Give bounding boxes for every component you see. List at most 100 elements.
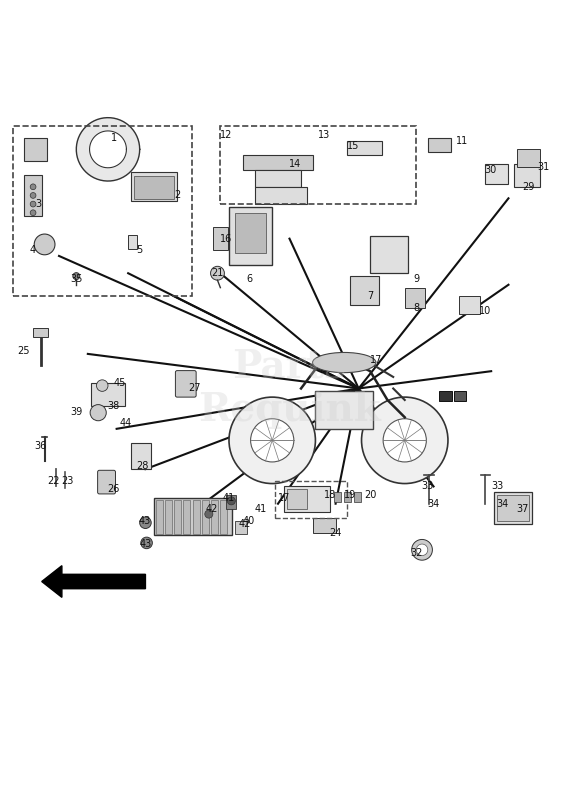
Bar [439,390,452,401]
Text: 29: 29 [522,182,535,192]
Bar [214,227,228,250]
Text: 15: 15 [347,142,359,151]
Circle shape [416,544,428,555]
Circle shape [412,539,433,560]
Polygon shape [76,118,140,181]
Bar [370,236,408,274]
Bar [460,296,479,314]
Circle shape [30,193,36,198]
Text: 40: 40 [243,516,255,526]
Bar [284,486,330,512]
Text: 1: 1 [111,133,117,143]
Text: 30: 30 [484,165,496,174]
Circle shape [73,273,80,279]
Text: 13: 13 [318,130,330,140]
Ellipse shape [313,353,376,373]
Bar [335,492,342,502]
Text: 43: 43 [138,516,151,526]
Bar [221,500,228,534]
Text: 12: 12 [220,130,232,140]
Circle shape [97,380,108,391]
Text: 38: 38 [108,401,120,410]
Circle shape [236,524,244,532]
Circle shape [361,397,448,483]
Bar [316,391,373,429]
Bar [234,521,247,534]
Polygon shape [90,131,126,168]
Circle shape [211,266,225,280]
Bar [24,138,47,161]
Bar [313,518,336,533]
Bar [174,500,181,534]
Bar [255,186,307,204]
Circle shape [34,234,55,254]
Bar [193,500,200,534]
Text: 19: 19 [344,490,356,500]
Bar [202,500,209,534]
FancyBboxPatch shape [175,370,196,397]
Text: 41: 41 [255,505,267,514]
Text: 4: 4 [30,245,36,255]
Text: 35: 35 [70,274,82,284]
Text: 34: 34 [427,498,439,509]
Text: 16: 16 [220,234,232,244]
Circle shape [141,537,152,549]
Text: 17: 17 [277,493,290,503]
Circle shape [383,418,426,462]
Bar [243,155,313,170]
Bar [134,177,174,199]
Bar [131,172,177,202]
Circle shape [229,397,316,483]
Text: 21: 21 [211,268,223,278]
Text: 33: 33 [491,482,503,491]
Text: 31: 31 [537,162,549,172]
Bar [345,492,351,502]
Bar [485,164,508,184]
Bar [517,150,540,166]
Bar [128,234,137,249]
Bar [494,492,532,524]
Circle shape [30,210,36,216]
Text: 20: 20 [364,490,376,500]
Text: 7: 7 [367,291,373,302]
Text: 42: 42 [239,519,251,529]
Text: 44: 44 [119,418,131,428]
Text: 41: 41 [223,493,235,503]
Bar [514,164,540,186]
Circle shape [90,405,107,421]
Circle shape [228,497,235,505]
Text: 5: 5 [137,245,143,255]
Text: 43: 43 [140,539,152,549]
Bar [13,126,192,296]
Text: 26: 26 [108,484,120,494]
Text: 39: 39 [70,406,82,417]
Text: 3: 3 [36,199,42,209]
Text: 9: 9 [413,274,419,284]
Text: 33: 33 [422,482,434,491]
Text: Parts
Requink: Parts Requink [198,347,381,430]
Bar [428,138,451,152]
Text: 32: 32 [410,548,423,558]
Text: 14: 14 [289,158,302,169]
Bar [24,175,42,216]
Bar [405,288,425,308]
Text: 24: 24 [329,527,342,538]
Bar [221,126,416,204]
Circle shape [251,418,294,462]
Bar [255,170,301,186]
Bar [275,481,347,518]
Bar [226,495,236,510]
Text: 25: 25 [17,346,30,356]
Text: 27: 27 [188,383,201,394]
Text: 45: 45 [113,378,126,388]
Text: 17: 17 [370,354,382,365]
Circle shape [30,184,36,190]
Bar [91,382,125,406]
Bar [156,500,163,534]
FancyBboxPatch shape [98,470,115,494]
Circle shape [30,202,36,207]
FancyArrow shape [42,566,145,598]
Bar [354,492,361,502]
Bar [165,500,172,534]
Text: 8: 8 [413,303,419,313]
